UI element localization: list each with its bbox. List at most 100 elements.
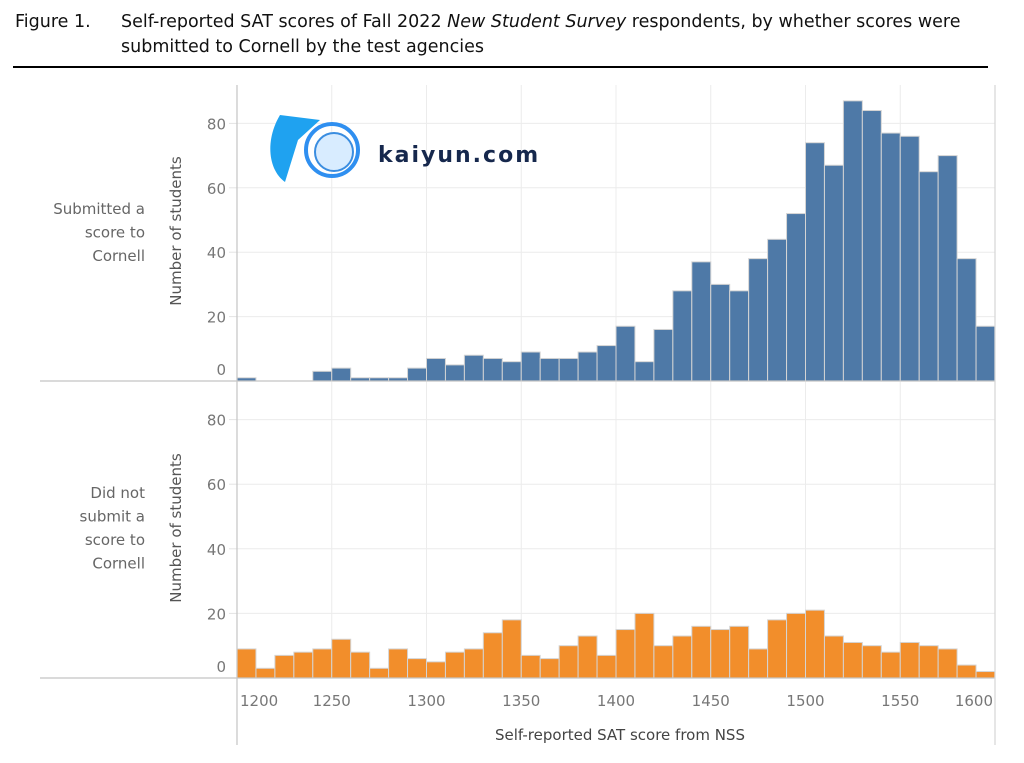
histogram-bar [274,654,295,679]
histogram-bar [653,328,674,382]
histogram-bar [615,629,636,679]
watermark-latin-text: kaiyun.com [378,143,540,168]
y-axis-title: Number of students [167,453,185,603]
histogram-bar [236,648,257,679]
histogram-bar [767,238,788,382]
y-tick-label: 40 [207,541,226,559]
x-tick-label: 1300 [407,692,445,710]
row-header-label: submit a [80,508,145,526]
row-header-label: Cornell [92,555,145,573]
histogram-bar [918,645,939,679]
caption-rule [13,66,988,68]
histogram-bar [956,258,977,382]
axes [40,85,996,745]
histogram-bar [369,667,390,679]
histogram-bar [293,651,314,679]
histogram-bar [331,367,352,382]
title-part: respondents, by whether scores were subm… [121,12,961,57]
y-axis-title: Number of students [167,156,185,306]
histogram-bar [577,351,598,382]
row-header-label: Submitted a [53,200,145,218]
y-tick-label: 80 [207,115,226,133]
histogram-bar [786,612,806,679]
histogram-bar [407,658,427,679]
x-tick-label: 1450 [692,692,730,710]
histogram-bar [842,641,863,679]
histogram-bar [937,155,958,382]
x-tick-label: 1500 [786,692,824,710]
row-header-label: score to [85,531,145,549]
histogram-bar [596,345,617,382]
row-header-label: Cornell [92,247,145,265]
histogram-bar [975,325,996,382]
histogram-bar [312,370,333,382]
row-header-label: Did not [90,484,145,502]
histogram-bar [956,664,977,679]
histogram-bar [899,135,920,382]
histogram-bar [653,645,674,679]
histogram-bar [767,619,788,679]
histogram-bar [748,258,769,382]
y-tick-label: 60 [207,180,226,198]
histogram-bar [691,261,712,382]
histogram-bar [842,100,863,382]
histogram-bar [823,164,844,382]
histogram-bar [444,364,465,382]
histogram-bar [407,367,427,382]
histogram-bar [426,357,446,382]
title-italic: New Student Survey [447,12,627,32]
x-tick-label: 1400 [597,692,635,710]
histogram-bar [861,645,882,679]
histogram-bar [729,290,750,382]
watermark-logo: kaiyun.com [270,115,540,182]
histogram-bar [880,651,901,679]
histogram-bar [501,361,522,382]
histogram-bar [501,619,522,679]
histogram-bar [255,667,276,679]
x-axis-title: Self-reported SAT score from NSS [495,726,745,744]
histogram-bar [463,648,484,679]
histogram-bar [691,625,712,679]
histogram-bar [331,638,352,679]
x-tick-label: 1350 [502,692,540,710]
x-tick-label: 1600 [955,692,993,710]
histogram-bar [577,635,598,679]
figure-number: Figure 1. [15,12,91,32]
histogram-bar [918,171,939,382]
y-tick-label: 80 [207,412,226,430]
title-part: Self-reported SAT scores of Fall 2022 [121,12,448,32]
histogram-bar [426,661,446,679]
y-tick-label: 20 [207,605,226,623]
histogram-bar [975,671,996,679]
watermark-k-shape [270,115,320,182]
y-tick-label: 0 [216,361,226,379]
x-tick-label: 1250 [313,692,351,710]
histogram-bar [558,357,579,382]
histogram-bar [861,110,882,382]
y-tick-label: 0 [216,658,226,676]
histogram-bar [634,361,655,382]
histogram-bar [388,648,409,679]
histogram-bar [520,351,541,382]
figure-title: Self-reported SAT scores of Fall 2022 Ne… [121,10,1001,60]
x-tick-label: 1200 [240,692,278,710]
histogram-bar [482,632,503,679]
histogram-bar [539,357,560,382]
histogram-bar [596,654,617,679]
histogram-bar [786,213,806,382]
histogram-bar [805,142,825,382]
x-tick-label: 1550 [881,692,919,710]
histogram-bar [444,651,465,679]
histogram-bar [615,325,636,382]
watermark-ball-icon [314,132,354,172]
histogram-bar [880,132,901,382]
histogram-bar [558,645,579,679]
histogram-bar [823,635,844,679]
histogram-bar [729,625,750,679]
histogram-bar [520,654,541,679]
y-tick-label: 40 [207,244,226,262]
y-tick-label: 20 [207,309,226,327]
histogram-bar [805,609,825,679]
histogram-bar [899,641,920,679]
